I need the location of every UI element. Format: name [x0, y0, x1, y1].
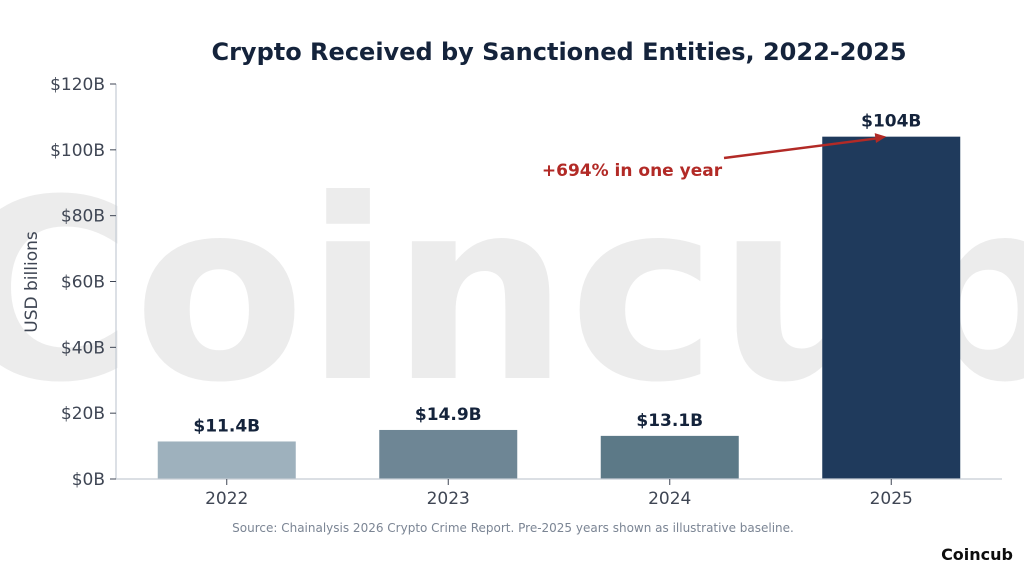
x-tick-label: 2023 [427, 489, 470, 509]
annotation-arrowhead [874, 133, 887, 144]
y-tick-label: $80B [61, 207, 105, 227]
annotation-text: +694% in one year [542, 161, 723, 181]
data-label: $104B [861, 112, 921, 132]
data-label: $11.4B [193, 416, 260, 436]
data-label: $13.1B [636, 411, 703, 431]
bar-2024 [600, 435, 739, 479]
bar-2022 [157, 441, 296, 479]
y-tick-label: $0B [72, 470, 105, 490]
brand-logo: Coincub [941, 545, 1013, 564]
y-tick-label: $120B [50, 75, 105, 95]
x-tick-label: 2025 [870, 489, 913, 509]
chart-title: Crypto Received by Sanctioned Entities, … [211, 38, 906, 66]
bar-2025 [822, 136, 961, 479]
source-note: Source: Chainalysis 2026 Crypto Crime Re… [232, 521, 794, 535]
y-axis-label: USD billions [22, 231, 42, 333]
y-tick-label: $100B [50, 141, 105, 161]
annotation-arrow [723, 136, 883, 160]
bar-2023 [379, 429, 518, 479]
x-tick-label: 2022 [205, 489, 248, 509]
y-tick-label: $60B [61, 273, 105, 293]
y-tick-label: $40B [61, 338, 105, 358]
x-tick-label: 2024 [648, 489, 691, 509]
y-tick-label: $20B [61, 404, 105, 424]
data-label: $14.9B [415, 405, 482, 425]
